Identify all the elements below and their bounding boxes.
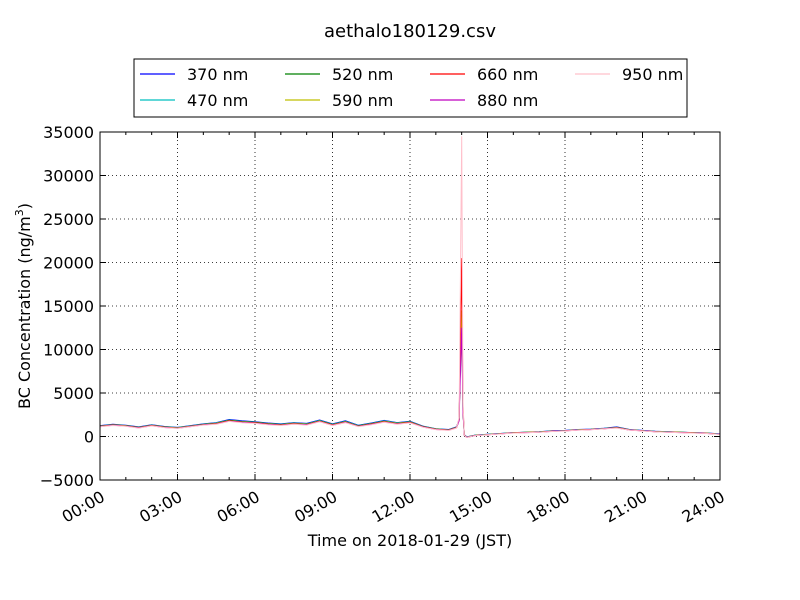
legend-item: 370 nm: [140, 65, 248, 84]
y-axis-label: BC Concentration (ng/m3): [13, 203, 34, 409]
legend-item: 950 nm: [575, 65, 683, 84]
x-tick-label: 21:00: [601, 487, 650, 527]
y-tick-label: 5000: [53, 384, 94, 403]
legend-item: 660 nm: [430, 65, 538, 84]
y-tick-labels: −5000 0 5000 10000 15000 20000 25000 30000 35000: [40, 123, 94, 490]
legend-item: 880 nm: [430, 91, 538, 110]
x-tick-label: 09:00: [291, 487, 340, 527]
y-tick-label: 35000: [43, 123, 94, 142]
legend-item: 590 nm: [285, 91, 393, 110]
y-axis-label-main: BC Concentration (ng/m: [15, 216, 34, 409]
legend-frame: [133, 58, 688, 118]
legend-label: 950 nm: [622, 65, 683, 84]
legend-label: 660 nm: [477, 65, 538, 84]
x-tick-labels: 00:00 03:00 06:00 09:00 12:00 15:00 18:00 21:00…: [59, 487, 728, 527]
x-tick-label: 00:00: [59, 487, 108, 527]
y-tick-label: 25000: [43, 210, 94, 229]
series-line-370-nm: [99, 314, 721, 438]
series-line-590-nm: [99, 310, 721, 438]
x-tick-label: 06:00: [214, 487, 263, 527]
y-tick-label: 10000: [43, 341, 94, 360]
legend-label: 370 nm: [187, 65, 248, 84]
series-line-950-nm: [99, 136, 721, 439]
chart-title: aethalo180129.csv: [324, 21, 496, 42]
x-tick-label: 12:00: [369, 487, 418, 527]
x-tick-label: 03:00: [136, 487, 185, 527]
x-tick-label: 15:00: [446, 487, 495, 527]
legend-item: 520 nm: [285, 65, 393, 84]
legend-item: 470 nm: [140, 91, 248, 110]
legend-label: 880 nm: [477, 91, 538, 110]
legend-label: 470 nm: [187, 91, 248, 110]
x-axis-label: Time on 2018-01-29 (JST): [307, 531, 512, 550]
legend-label: 520 nm: [332, 65, 393, 84]
y-tick-label: −5000: [40, 471, 94, 490]
legend: 370 nm 470 nm 520 nm 590 nm 660 nm 880 nm 950 …: [133, 58, 688, 118]
y-tick-label: 30000: [43, 167, 94, 186]
x-tick-label: 18:00: [524, 487, 573, 527]
axis-ticks: [99, 131, 721, 481]
series-lines: [99, 136, 721, 439]
y-tick-label: 15000: [43, 297, 94, 316]
y-tick-label: 0: [84, 428, 94, 447]
y-axis-label-close: ): [15, 203, 34, 209]
y-tick-label: 20000: [43, 254, 94, 273]
grid-lines: [100, 132, 720, 480]
y-axis-label-superscript: 3: [13, 209, 26, 216]
legend-label: 590 nm: [332, 91, 393, 110]
x-tick-label: 24:00: [679, 487, 728, 527]
